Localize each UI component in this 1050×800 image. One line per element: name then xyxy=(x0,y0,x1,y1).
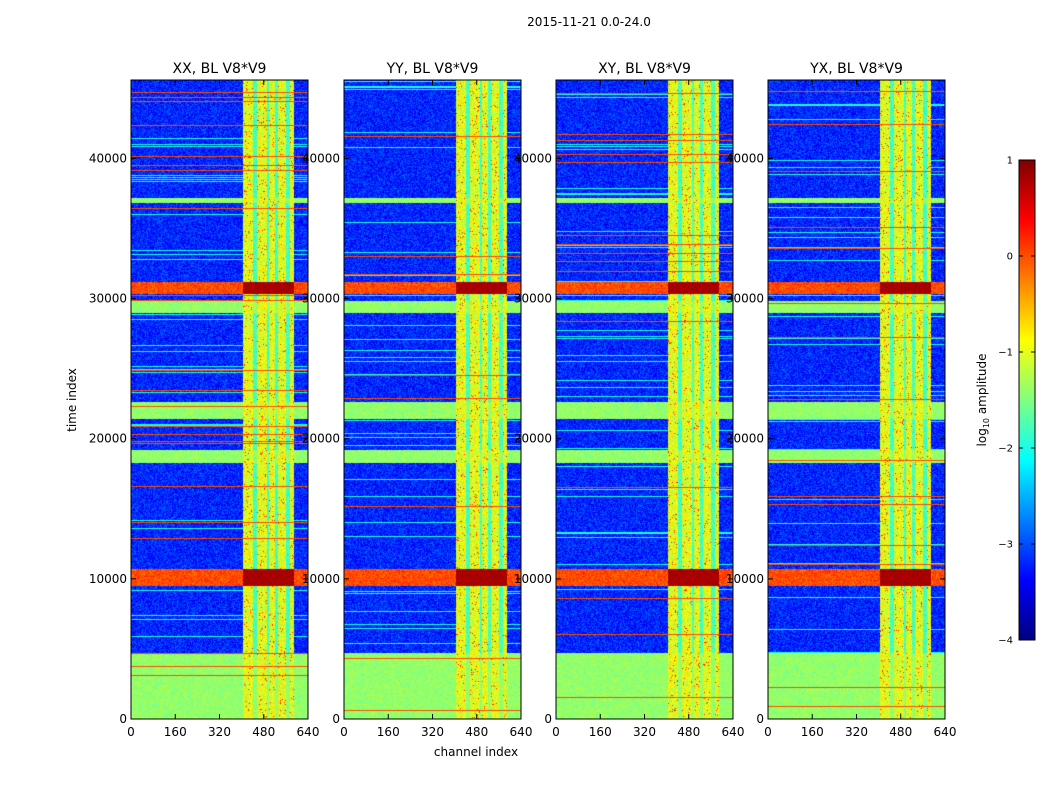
y-tick-label: 20000 xyxy=(302,432,340,446)
heatmap-xx xyxy=(131,80,308,719)
colorbar-tick-label: 0 xyxy=(1007,252,1013,263)
x-axis-label: channel index xyxy=(434,745,518,759)
x-tick-label: 160 xyxy=(589,725,612,739)
panel-title: XY, BL V8*V9 xyxy=(598,61,691,77)
heatmap-yx xyxy=(768,80,945,719)
panel-xy: XY, BL V8*V9 0 160 320 480 640 0 10000 20000 3000… xyxy=(514,61,745,739)
x-tick-label: 640 xyxy=(510,725,533,739)
x-tick-label: 480 xyxy=(252,725,275,739)
x-tick-label: 320 xyxy=(208,725,231,739)
y-tick-label: 20000 xyxy=(514,432,552,446)
y-tick-label: 30000 xyxy=(726,292,764,306)
x-tick-label: 160 xyxy=(164,725,187,739)
x-tick-label: 640 xyxy=(722,725,745,739)
y-tick-label: 30000 xyxy=(302,292,340,306)
y-tick-label: 40000 xyxy=(302,151,340,165)
panel-title: XX, BL V8*V9 xyxy=(173,61,267,77)
y-tick-label: 10000 xyxy=(514,572,552,586)
y-tick-label: 20000 xyxy=(726,432,764,446)
colorbar-tick-label: 1 xyxy=(1007,156,1013,167)
y-tick-label: 20000 xyxy=(89,432,127,446)
y-tick-label: 0 xyxy=(332,712,340,726)
panel-title: YY, BL V8*V9 xyxy=(386,61,479,77)
y-tick-label: 10000 xyxy=(89,572,127,586)
colorbar-tick-label: −4 xyxy=(998,636,1013,647)
y-tick-label: 0 xyxy=(119,712,127,726)
y-axis-label: time index xyxy=(65,368,79,432)
y-tick-label: 30000 xyxy=(514,292,552,306)
colorbar-label-subscript: 10 xyxy=(982,418,991,428)
x-tick-label: 640 xyxy=(297,725,320,739)
y-tick-label: 0 xyxy=(544,712,552,726)
x-tick-label: 0 xyxy=(552,725,560,739)
colorbar-label-log: log xyxy=(975,428,989,446)
y-tick-label: 10000 xyxy=(302,572,340,586)
x-tick-label: 480 xyxy=(677,725,700,739)
y-tick-label: 30000 xyxy=(89,292,127,306)
colorbar-gradient xyxy=(1018,159,1036,641)
x-tick-label: 160 xyxy=(801,725,824,739)
x-tick-label: 480 xyxy=(889,725,912,739)
x-tick-label: 320 xyxy=(421,725,444,739)
colorbar-tick-label: −1 xyxy=(998,348,1013,359)
x-tick-label: 320 xyxy=(633,725,656,739)
heatmap-xy xyxy=(556,80,733,719)
x-tick-label: 320 xyxy=(845,725,868,739)
y-tick-label: 40000 xyxy=(514,151,552,165)
y-tick-label: 40000 xyxy=(726,151,764,165)
colorbar: 10−1−2−3−4 log10 amplitude xyxy=(975,156,1036,647)
x-tick-label: 0 xyxy=(340,725,348,739)
x-tick-label: 480 xyxy=(465,725,488,739)
colorbar-label-amplitude: amplitude xyxy=(975,354,989,418)
panel-yy: YY, BL V8*V9 0 160 320 480 640 0 10000 20000 3000… xyxy=(302,61,533,739)
x-tick-label: 640 xyxy=(934,725,957,739)
panel-title: YX, BL V8*V9 xyxy=(809,61,903,77)
colorbar-tick-label: −2 xyxy=(998,444,1013,455)
y-tick-label: 0 xyxy=(756,712,764,726)
y-tick-label: 40000 xyxy=(89,151,127,165)
x-tick-label: 0 xyxy=(127,725,135,739)
heatmap-yy xyxy=(344,80,521,719)
figure-title: 2015-11-21 0.0-24.0 xyxy=(527,15,651,29)
panel-yx: YX, BL V8*V9 0 160 320 480 640 0 10000 20000 3000… xyxy=(726,61,957,739)
colorbar-ticks: 1 0 −1 −2 −3 −4 xyxy=(998,156,1035,647)
y-tick-label: 10000 xyxy=(726,572,764,586)
panel-xx: XX, BL V8*V9 0 160 320 480 640 0 10000 20000 3000… xyxy=(89,61,320,739)
colorbar-label: log10 amplitude xyxy=(975,354,991,447)
x-tick-label: 0 xyxy=(764,725,772,739)
panels: XX, BL V8*V9 0 160 320 480 640 0 10000 20000 3000… xyxy=(89,61,957,739)
x-tick-label: 160 xyxy=(377,725,400,739)
colorbar-tick-label: −3 xyxy=(998,540,1013,551)
